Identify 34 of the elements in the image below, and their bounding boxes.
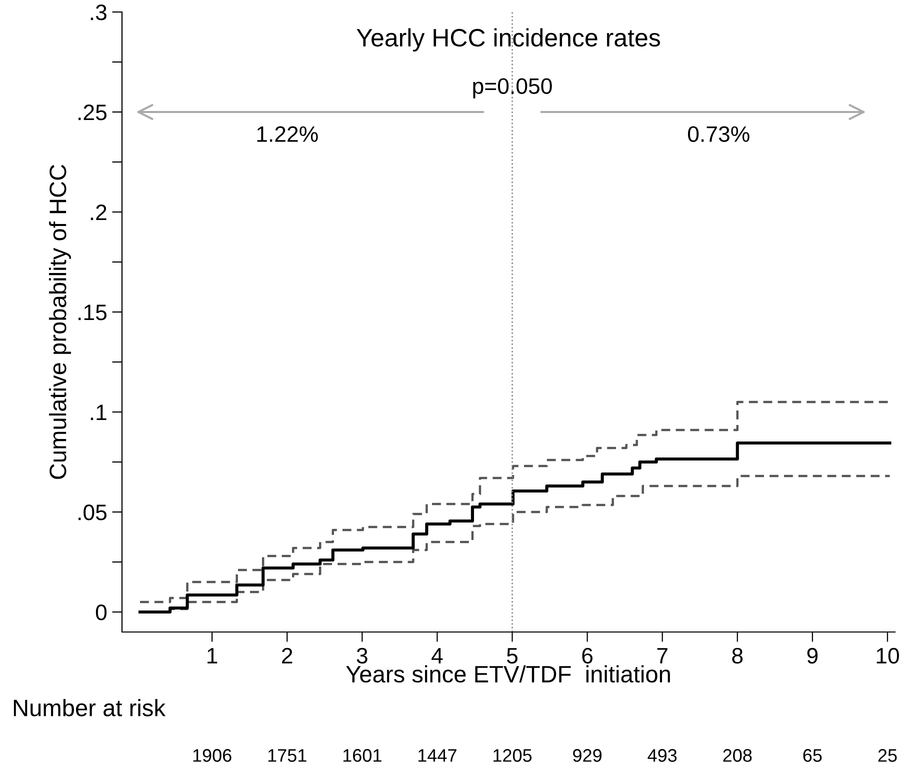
y-tick-label: .25 [78,104,106,120]
x-tick-label: 10 [876,648,899,664]
x-tick-label: 3 [356,648,368,664]
annotation: 1.22% [257,126,318,142]
x-tick-label: 4 [432,648,443,664]
text: 493 [648,749,677,762]
y-tick-label: .1 [90,404,106,420]
x-tick-label: 5 [506,648,518,664]
y-tick-label: .05 [78,504,106,520]
annotation: p=0.050 [473,78,552,98]
y-tick-label: .2 [90,204,106,220]
text: 1906 [193,749,232,762]
text: 1751 [268,749,306,762]
text: 1205 [494,749,532,762]
x-axis-title: Years since ETV/TDF initiation [346,665,670,683]
x-tick-label: 2 [282,648,292,664]
x-tick-label: 9 [807,648,818,664]
text: 25 [878,749,897,762]
y-tick-label: .3 [90,4,106,20]
y-axis-title: Cumulative probability of HCC [48,164,71,479]
x-tick-label: 6 [582,648,593,664]
x-tick-label: 1 [208,648,218,664]
x-tick-label: 7 [657,648,668,664]
annotation: 0.73% [688,126,750,142]
text: 1601 [343,749,382,762]
text: Yearly HCC incidence rates [356,28,660,52]
text: 1447 [418,749,456,762]
text: Number at risk [14,698,166,716]
y-tick-label: .15 [78,304,106,320]
text: 208 [723,749,752,762]
y-tick-label: 0 [96,604,107,620]
text: 929 [573,749,602,762]
text: 65 [803,749,822,762]
x-tick-label: 8 [732,648,743,664]
